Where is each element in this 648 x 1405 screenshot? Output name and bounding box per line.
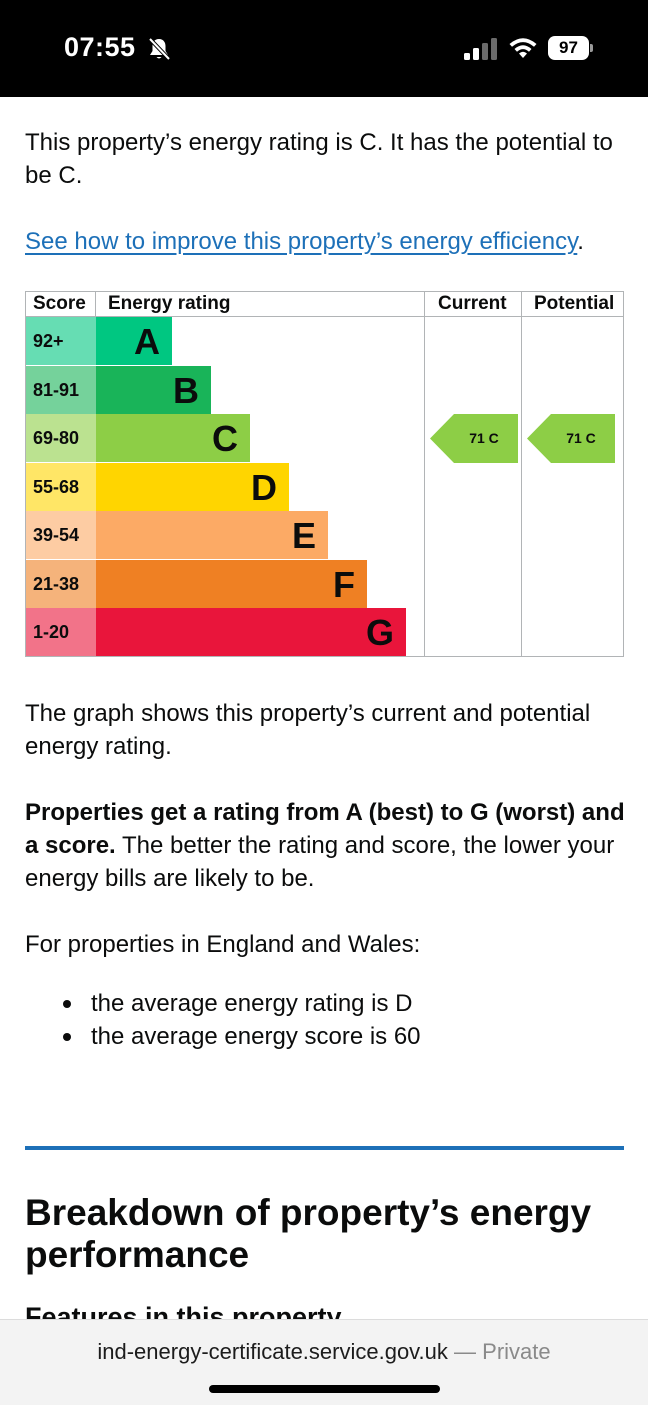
battery-level: 97 (548, 36, 589, 60)
band-score-g: 1-20 (26, 608, 96, 656)
band-score-c: 69-80 (26, 414, 96, 462)
band-letter-b: B (173, 369, 199, 411)
energy-rating-chart: Score Energy rating Current Potential 92… (25, 291, 624, 657)
current-rating-label: 71 C (469, 430, 499, 446)
band-bar-e: E (96, 511, 328, 559)
link-suffix: . (577, 228, 584, 255)
band-score-e: 39-54 (26, 511, 96, 559)
rating-explanation-rest: The better the rating and score, the low… (25, 832, 615, 892)
england-wales-text: For properties in England and Wales: (25, 931, 421, 958)
header-score: Score (33, 293, 86, 314)
potential-rating-label: 71 C (566, 430, 596, 446)
improve-efficiency-link[interactable]: See how to improve this property’s energ… (25, 228, 578, 255)
graph-description: The graph shows this property’s current … (25, 700, 591, 760)
url-separator: — (447, 1339, 483, 1364)
band-bar-f: F (96, 559, 367, 608)
potential-col-divider (521, 292, 522, 656)
current-col-divider (424, 292, 425, 656)
band-bar-b: B (96, 365, 211, 414)
rating-band-d: 55-68 D (26, 462, 424, 511)
band-bar-g: G (96, 608, 406, 656)
battery-tip (590, 44, 593, 52)
url-domain: ind-energy-certificate.service.gov.uk (97, 1339, 448, 1364)
band-bar-c: C (96, 414, 250, 462)
band-bar-a: A (96, 317, 172, 365)
band-bar-d: D (96, 462, 289, 511)
rating-explanation-bold: Properties get a rating from A (best) to… (25, 799, 625, 859)
header-energy-rating: Energy rating (108, 293, 231, 314)
band-score-b: 81-91 (26, 365, 96, 414)
current-rating-arrow: 71 C (430, 414, 518, 463)
improve-link-line: See how to improve this property’s energ… (25, 225, 635, 258)
band-letter-a: A (134, 321, 160, 362)
bell-muted-icon (148, 37, 171, 61)
band-letter-d: D (251, 466, 277, 508)
url-text[interactable]: ind-energy-certificate.service.gov.uk — … (0, 1339, 648, 1365)
band-letter-f: F (333, 563, 355, 605)
private-label: Private (482, 1339, 551, 1364)
band-letter-e: E (291, 515, 316, 556)
breakdown-heading: Breakdown of property’s energy performan… (25, 1192, 592, 1275)
list-item: the average energy rating is D (25, 987, 625, 1020)
status-time: 07:55 (64, 32, 136, 62)
band-letter-c: C (212, 418, 238, 459)
averages-list: the average energy rating is D the avera… (25, 987, 625, 1053)
header-divider (26, 316, 623, 317)
rating-band-c: 69-80 C (26, 414, 424, 462)
rating-band-a: 92+ A (26, 317, 424, 365)
home-indicator[interactable] (209, 1385, 440, 1393)
section-divider (25, 1146, 624, 1150)
signal-icon (464, 38, 497, 60)
band-score-a: 92+ (26, 317, 96, 365)
potential-arrow-shape (527, 414, 615, 463)
header-current: Current (438, 293, 507, 314)
band-score-f: 21-38 (26, 559, 96, 608)
rating-band-b: 81-91 B (26, 365, 424, 414)
rating-band-e: 39-54 E (26, 511, 424, 559)
score-col-divider (95, 292, 96, 316)
rating-explanation: Properties get a rating from A (best) to… (25, 796, 625, 895)
browser-url-bar[interactable]: ind-energy-certificate.service.gov.uk — … (0, 1319, 648, 1405)
current-arrow-shape (430, 414, 518, 463)
rating-band-g: 1-20 G (26, 608, 424, 656)
intro-text: This property’s energy rating is C. It h… (25, 129, 613, 189)
band-score-d: 55-68 (26, 462, 96, 511)
wifi-icon (509, 38, 537, 58)
status-bar: 07:55 97 (0, 0, 648, 97)
potential-rating-arrow: 71 C (527, 414, 615, 463)
list-item: the average energy score is 60 (25, 1020, 625, 1053)
header-potential: Potential (534, 293, 615, 314)
rating-band-f: 21-38 F (26, 559, 424, 608)
battery-icon: 97 (548, 36, 594, 60)
band-letter-g: G (365, 612, 394, 653)
